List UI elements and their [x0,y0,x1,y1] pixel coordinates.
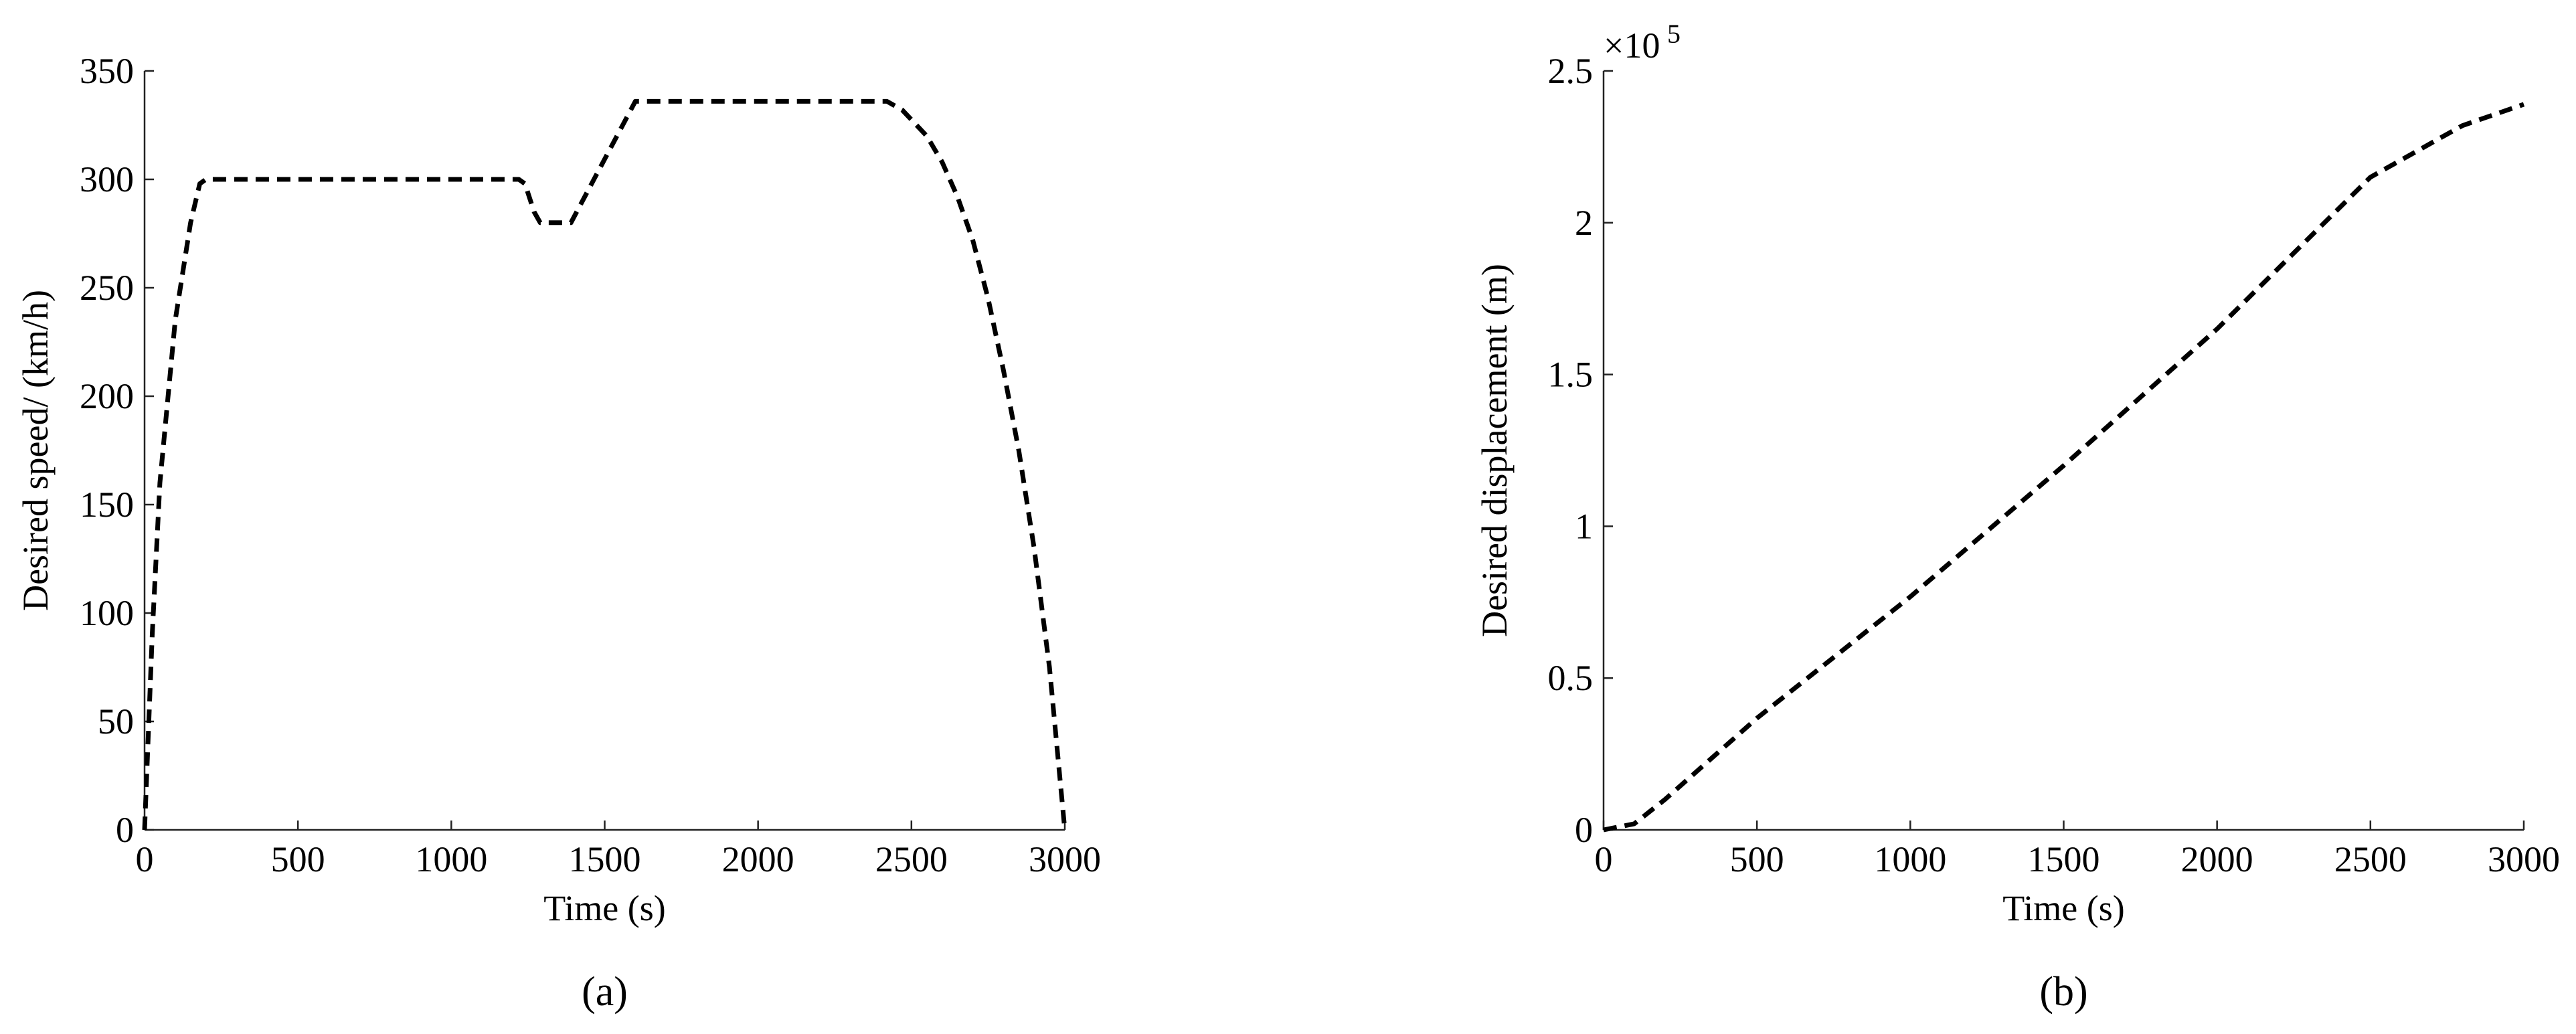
x-tick-label: 3000 [2488,839,2560,879]
y-tick-label: 2 [1575,203,1593,243]
y-tick-label: 350 [80,51,134,91]
y-offset-base: ×10 [1604,25,1660,66]
y-tick-label: 250 [80,268,134,308]
y-tick-label: 1.5 [1548,355,1594,395]
x-tick-label: 2500 [875,839,948,879]
x-tick-label: 2000 [722,839,794,879]
y-tick-label: 0.5 [1548,658,1594,698]
x-axis-label: Time (s) [543,888,666,928]
y-tick-label: 2.5 [1548,51,1594,91]
x-tick-label: 1000 [415,839,487,879]
y-offset-exponent: 5 [1667,19,1681,49]
x-tick-label: 500 [271,839,325,879]
data-line [1603,102,2525,833]
x-axis-label: Time (s) [2002,888,2125,928]
data-line [142,98,1067,831]
x-tick-label: 1000 [1874,839,1946,879]
x-tick-label: 2000 [2181,839,2253,879]
x-tick-label: 3000 [1029,839,1101,879]
y-tick-label: 0 [1575,810,1593,850]
x-tick-label: 0 [136,839,154,879]
y-tick-label: 150 [80,485,134,525]
x-tick-label: 0 [1595,839,1613,879]
y-axis-label: Desired displacement (m) [1474,264,1515,637]
y-tick-label: 0 [116,810,134,850]
x-tick-label: 1500 [2028,839,2100,879]
panel-label: (a) [582,969,628,1015]
y-axis-label: Desired speed/ (km/h) [15,290,56,611]
y-tick-label: 300 [80,159,134,199]
x-tick-label: 2500 [2334,839,2407,879]
y-tick-label: 1 [1575,506,1593,546]
x-tick-label: 500 [1730,839,1784,879]
y-tick-label: 100 [80,593,134,633]
x-tick-label: 1500 [569,839,641,879]
y-tick-label: 50 [98,701,134,742]
panel-label: (b) [2039,969,2087,1015]
y-tick-label: 200 [80,376,134,416]
